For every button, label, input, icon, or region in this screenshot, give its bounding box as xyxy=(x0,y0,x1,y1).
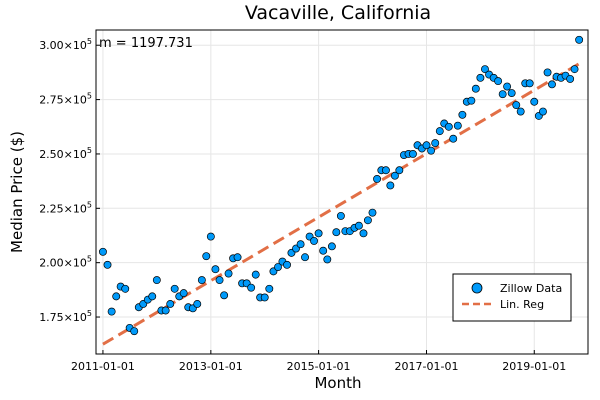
x-tick-label: 2017-01-01 xyxy=(395,360,459,373)
data-point xyxy=(107,307,116,316)
data-point xyxy=(422,141,431,150)
data-point xyxy=(161,306,170,315)
data-point xyxy=(408,149,417,158)
data-point xyxy=(327,242,336,251)
data-point xyxy=(215,276,224,285)
data-point xyxy=(516,107,525,116)
data-point xyxy=(512,101,521,109)
data-point xyxy=(373,175,382,183)
data-point xyxy=(449,134,458,143)
data-point xyxy=(274,263,282,271)
data-point xyxy=(507,89,516,98)
legend: Zillow Data Lin. Reg xyxy=(452,273,572,322)
data-point xyxy=(431,139,440,148)
data-point xyxy=(251,270,260,279)
data-point xyxy=(354,221,363,230)
data-point xyxy=(152,276,161,285)
data-point xyxy=(98,247,107,256)
data-point xyxy=(453,121,462,130)
data-point xyxy=(148,292,157,301)
chart-title: Vacaville, California xyxy=(245,2,431,24)
data-point xyxy=(220,291,229,300)
legend-marker-zillow-data xyxy=(471,282,483,294)
data-point xyxy=(247,283,256,292)
data-point xyxy=(260,293,269,302)
y-axis-label: Median Price ($) xyxy=(8,131,26,253)
data-point xyxy=(323,255,332,264)
legend-label-lin-reg: Lin. Reg xyxy=(500,298,544,311)
data-point xyxy=(314,229,323,238)
data-point xyxy=(386,181,395,190)
data-point xyxy=(121,284,130,293)
data-point xyxy=(202,252,211,261)
data-point xyxy=(179,289,188,298)
x-tick-label: 2015-01-01 xyxy=(287,360,351,373)
data-point xyxy=(390,171,399,180)
data-point xyxy=(206,232,215,241)
data-point xyxy=(395,166,404,175)
y-tick-label: 3.00×105 xyxy=(39,37,92,52)
x-tick-label: 2011-01-01 xyxy=(71,360,135,373)
x-tick-label: 2013-01-01 xyxy=(179,360,243,373)
data-point xyxy=(130,327,139,336)
data-point xyxy=(444,122,453,131)
data-point xyxy=(548,80,556,89)
data-point xyxy=(233,253,242,262)
data-point xyxy=(381,166,390,175)
data-point xyxy=(197,276,206,285)
slope-annotation: m = 1197.731 xyxy=(99,36,193,51)
y-tick-label: 2.25×105 xyxy=(39,200,92,215)
data-point xyxy=(301,253,309,262)
data-point xyxy=(170,284,179,293)
data-point xyxy=(265,284,274,293)
plot-frame xyxy=(95,29,589,355)
data-point xyxy=(476,73,485,82)
grid-layer xyxy=(96,30,588,354)
data-point xyxy=(368,208,377,217)
data-point xyxy=(211,265,220,274)
data-layer xyxy=(98,35,584,346)
data-point xyxy=(570,65,579,74)
data-point xyxy=(525,79,534,88)
y-tick-label: 1.75×105 xyxy=(39,309,92,324)
data-point xyxy=(575,35,584,44)
data-point xyxy=(296,240,305,249)
data-point xyxy=(458,110,467,119)
data-point xyxy=(224,269,233,278)
y-tick-label: 2.50×105 xyxy=(39,146,92,161)
data-point xyxy=(481,65,489,74)
data-point xyxy=(435,127,444,136)
data-point xyxy=(363,216,372,225)
data-point xyxy=(310,236,318,245)
data-point xyxy=(193,300,202,308)
data-point xyxy=(319,246,328,255)
data-point xyxy=(112,292,121,301)
data-point xyxy=(427,146,436,155)
data-point xyxy=(103,260,112,269)
data-point xyxy=(332,228,341,237)
data-point xyxy=(494,77,503,86)
data-point xyxy=(539,107,547,116)
data-point xyxy=(471,84,480,93)
data-point xyxy=(530,97,539,106)
legend-label-zillow-data: Zillow Data xyxy=(500,282,562,295)
legend-box xyxy=(452,273,572,322)
data-point xyxy=(503,82,512,91)
data-point xyxy=(543,68,552,77)
data-point xyxy=(283,260,291,269)
data-point xyxy=(166,300,175,308)
y-tick-label: 2.00×105 xyxy=(39,255,92,270)
data-point xyxy=(359,229,368,238)
data-point xyxy=(336,211,345,220)
y-tick-label: 2.75×105 xyxy=(39,92,92,107)
data-point xyxy=(498,90,507,99)
data-point xyxy=(467,96,476,105)
x-axis-label: Month xyxy=(314,374,361,392)
x-tick-label: 2019-01-01 xyxy=(502,360,566,373)
tick-layer: 2011-01-01 2013-01-01 2015-01-01 2017-01-01… xyxy=(39,37,566,373)
data-point xyxy=(566,74,575,83)
